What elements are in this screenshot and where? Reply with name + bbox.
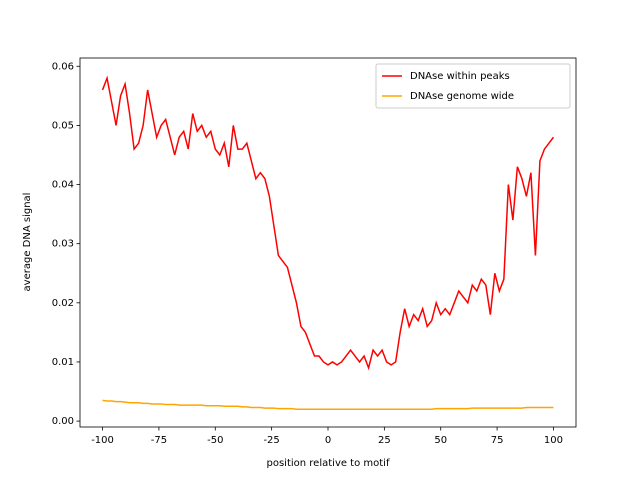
y-tick-label: 0.02	[52, 298, 74, 309]
y-tick-label: 0.03	[52, 239, 74, 250]
line-series	[102, 399, 554, 411]
y-tick-label: 0.05	[52, 120, 74, 131]
x-tick-label: 75	[491, 435, 504, 446]
y-tick-label: 0.01	[52, 357, 74, 368]
x-tick-label: 25	[378, 435, 391, 446]
x-tick-label: 50	[434, 435, 447, 446]
line-series	[101, 75, 555, 371]
y-tick-label: 0.00	[52, 416, 74, 427]
x-tick-label: -50	[207, 435, 223, 446]
legend-box	[375, 63, 571, 109]
y-axis-label: average DNA signal	[22, 193, 33, 292]
x-tick-label: 0	[325, 435, 331, 446]
x-tick-label: -25	[263, 435, 279, 446]
legend-label: DNAse within peaks	[410, 71, 510, 82]
x-tick-label: 100	[544, 435, 563, 446]
x-tick-label: -75	[151, 435, 167, 446]
y-tick-label: 0.04	[52, 180, 74, 191]
x-axis-label: position relative to motif	[267, 458, 390, 469]
x-tick-label: -100	[91, 435, 114, 446]
plot-frame	[79, 57, 577, 428]
y-tick-label: 0.06	[52, 61, 74, 72]
legend-label: DNAse genome wide	[410, 91, 514, 102]
